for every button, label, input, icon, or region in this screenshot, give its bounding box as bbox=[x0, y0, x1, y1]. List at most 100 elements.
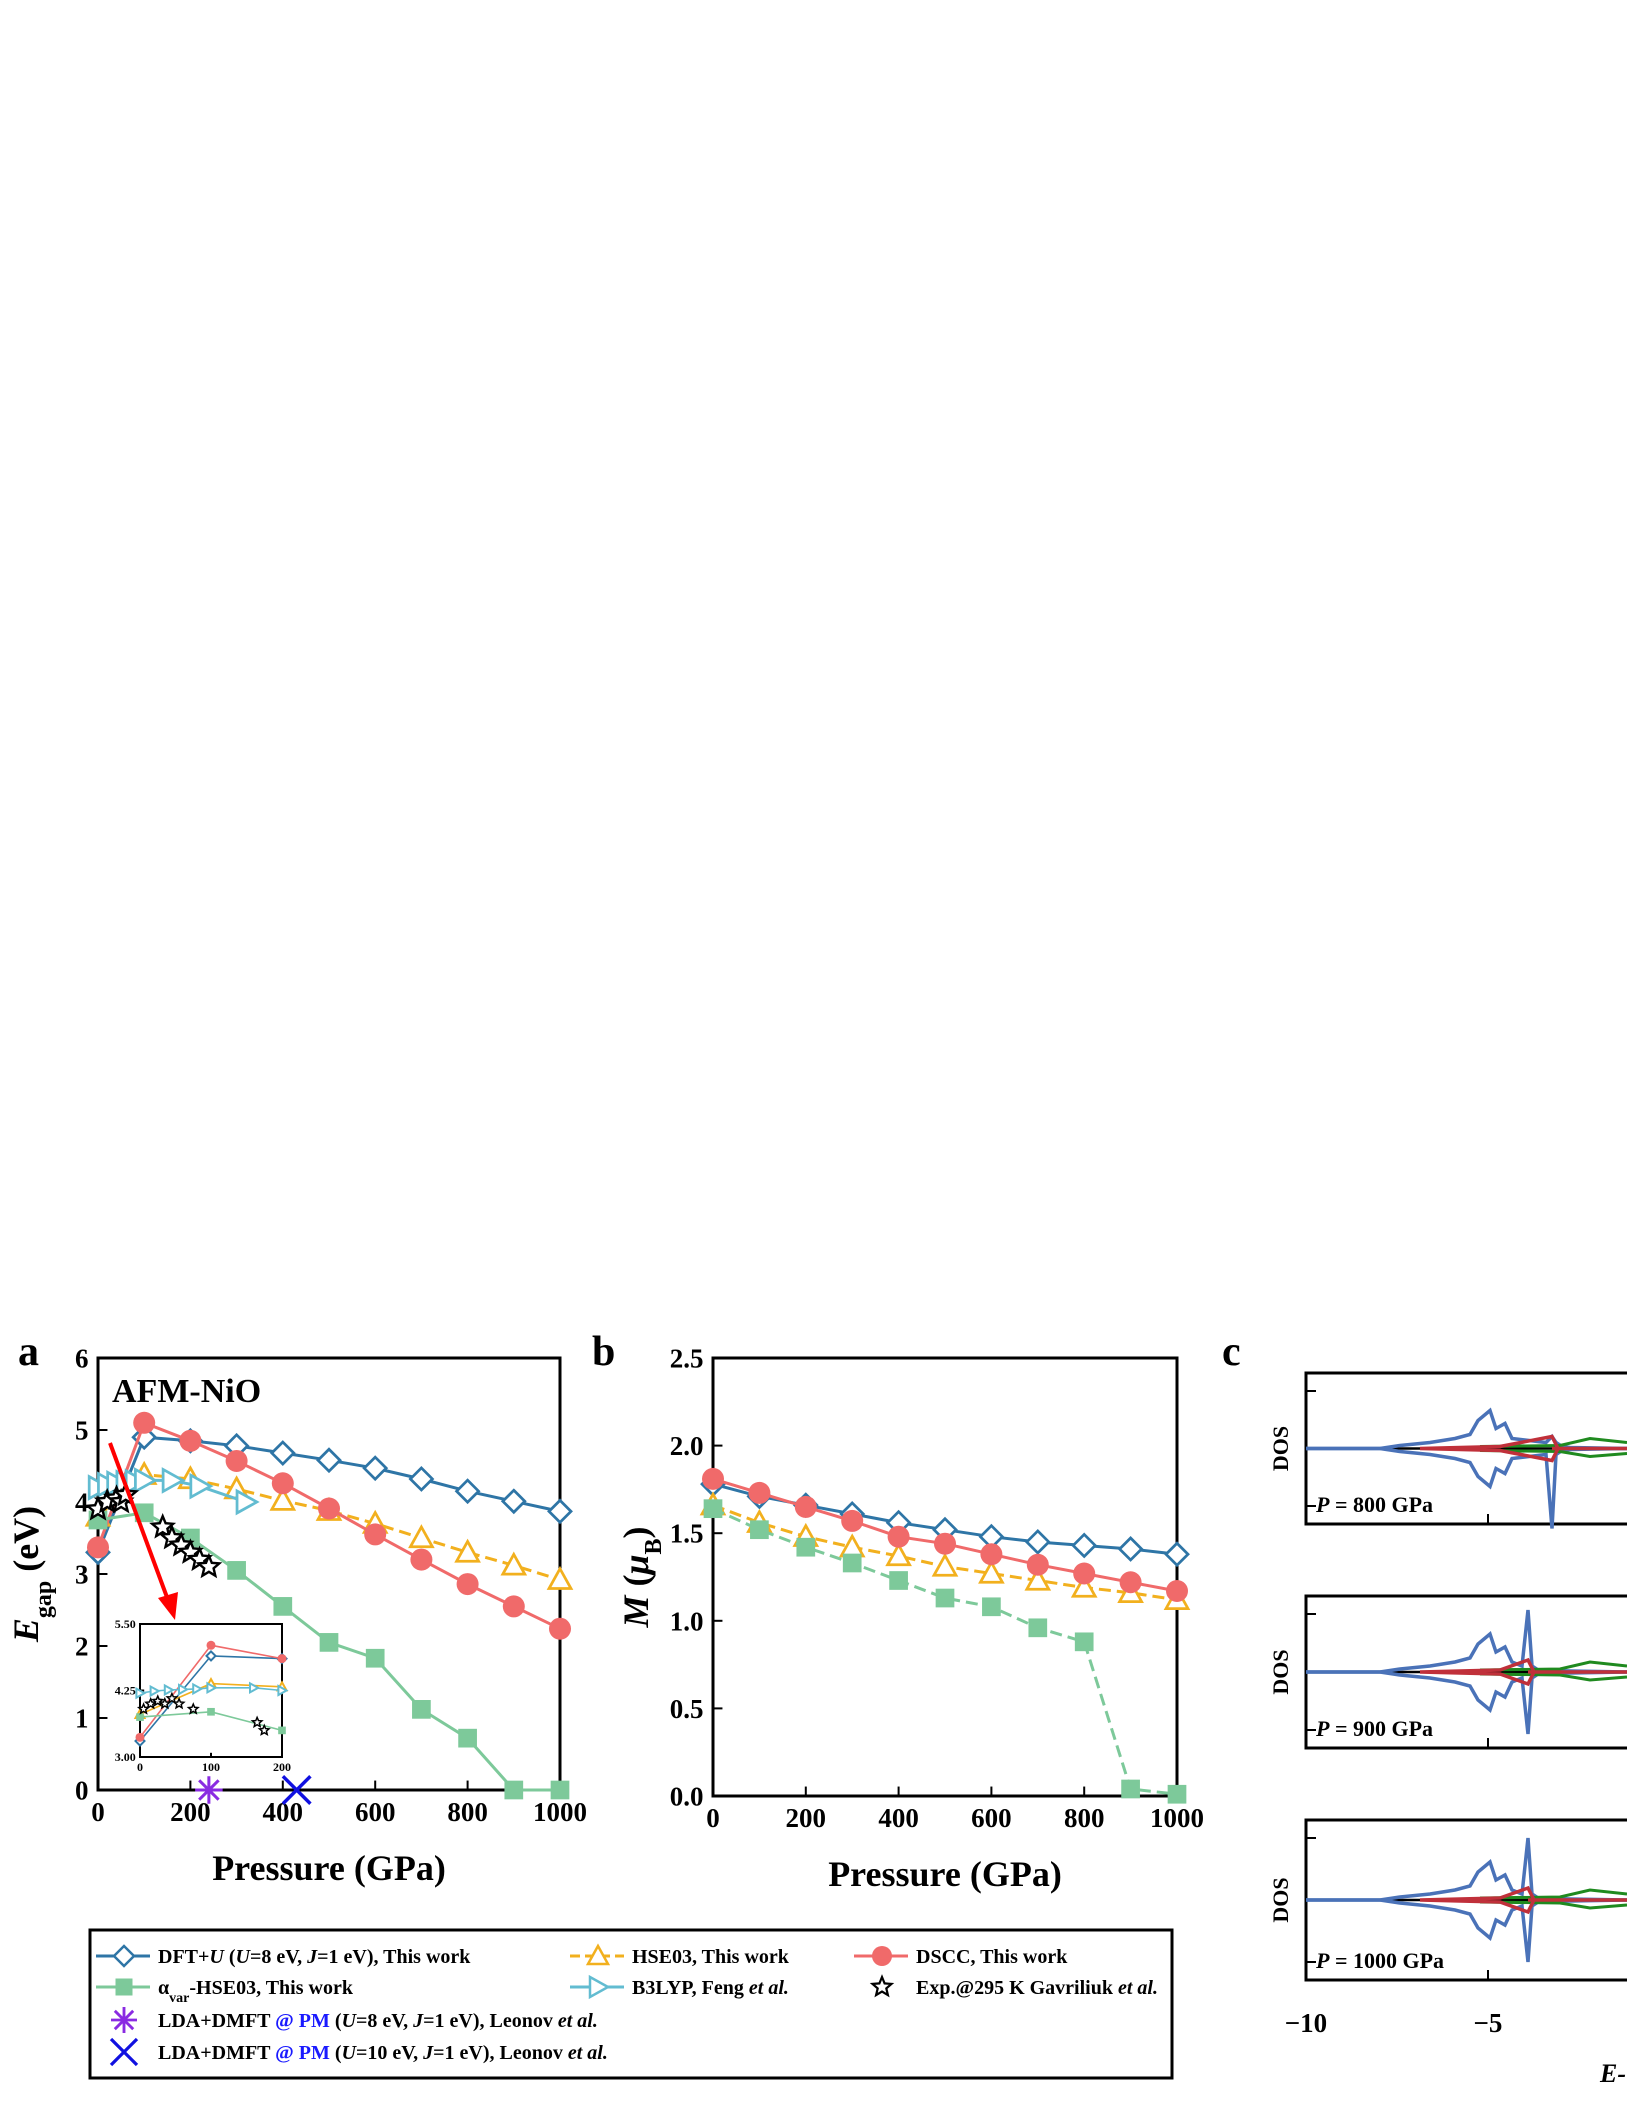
dos-red-curve bbox=[1419, 1657, 1627, 1687]
b-xtick-label: 600 bbox=[971, 1803, 1012, 1833]
b-xtick-label: 800 bbox=[1064, 1803, 1105, 1833]
inset-point bbox=[277, 1654, 287, 1664]
inset-star-point bbox=[172, 1696, 186, 1710]
inset-arrow-head bbox=[158, 1592, 178, 1620]
a-point bbox=[546, 1565, 574, 1590]
dos-subplot-2: DOS P = 1000 GPa bbox=[1268, 1818, 1627, 1982]
dos-spin-down-curve bbox=[1306, 1446, 1627, 1529]
b-point bbox=[1070, 1573, 1098, 1598]
b-point bbox=[1164, 1541, 1190, 1568]
inset-point bbox=[277, 1684, 289, 1697]
inset-plot: 0 100 200 3.00 4.25 5.50 bbox=[108, 1442, 291, 1774]
b-point bbox=[889, 1571, 908, 1590]
a-ytick-label: 0 bbox=[75, 1775, 89, 1805]
panel-label-b: b bbox=[592, 1329, 615, 1375]
legend-label: B3LYP, Feng et al. bbox=[632, 1977, 789, 1999]
dos-pressure-label: P = 1000 GPa bbox=[1315, 1948, 1444, 1973]
dos-x-axis-label: E- bbox=[1599, 2059, 1626, 2088]
a-xtick-label: 600 bbox=[355, 1797, 396, 1827]
inset-point bbox=[135, 1686, 147, 1700]
dos-spin-down-curve bbox=[1306, 1670, 1627, 1735]
a-point bbox=[454, 1538, 481, 1563]
a-series-0 bbox=[85, 1424, 573, 1566]
a-point bbox=[271, 1472, 294, 1495]
a-series-7 bbox=[281, 1775, 312, 1805]
a-ytick-label: 3 bbox=[75, 1559, 89, 1589]
a-point bbox=[318, 1497, 340, 1520]
legend-marker bbox=[872, 1946, 892, 1966]
inset-point bbox=[207, 1707, 215, 1716]
inset-point bbox=[249, 1681, 261, 1695]
a-point bbox=[547, 1498, 573, 1525]
b-xtick-label: 0 bbox=[706, 1803, 720, 1833]
b-point bbox=[1167, 1784, 1187, 1804]
inset-star-point bbox=[186, 1702, 200, 1715]
a-point bbox=[362, 1455, 389, 1482]
legend-label: DSCC, This work bbox=[916, 1946, 1068, 1968]
b-point bbox=[703, 1499, 723, 1519]
inset-xtick-label: 100 bbox=[202, 1760, 220, 1774]
b-xtick-label: 200 bbox=[786, 1803, 827, 1833]
b-xtick-label: 1000 bbox=[1150, 1803, 1204, 1833]
b-xtick-label: 400 bbox=[878, 1803, 919, 1833]
a-point bbox=[364, 1523, 387, 1546]
b-point bbox=[1117, 1536, 1144, 1562]
a-point bbox=[500, 1488, 527, 1515]
a-point bbox=[408, 1524, 435, 1549]
inset-point bbox=[149, 1684, 161, 1698]
a-series-2 bbox=[87, 1411, 571, 1640]
legend-marker bbox=[585, 1943, 611, 1966]
a-point bbox=[87, 1536, 109, 1559]
a-ytick-label: 6 bbox=[75, 1343, 89, 1373]
legend-item: αvar-HSE03, This work bbox=[96, 1977, 354, 2006]
inset-star-point bbox=[257, 1723, 271, 1736]
inset-point bbox=[206, 1640, 216, 1650]
dos-red-curve bbox=[1419, 1885, 1627, 1915]
inset-point bbox=[192, 1682, 204, 1696]
legend-label: Exp.@295 K Gavriliuk et al. bbox=[916, 1977, 1158, 1999]
dos-green-curve bbox=[1479, 1660, 1627, 1682]
dos-spin-up-curve bbox=[1306, 1609, 1627, 1674]
b-point bbox=[702, 1467, 724, 1490]
b-point bbox=[1073, 1562, 1096, 1585]
legend-item: B3LYP, Feng et al. bbox=[570, 1974, 789, 2000]
b-point bbox=[982, 1597, 1001, 1617]
b-point bbox=[887, 1525, 910, 1548]
dos-pressure-label: P = 900 GPa bbox=[1315, 1716, 1433, 1741]
inset-arrow bbox=[108, 1442, 170, 1601]
a-ytick-label: 1 bbox=[75, 1703, 89, 1733]
a-series-6 bbox=[195, 1776, 223, 1804]
a-point bbox=[456, 1573, 479, 1596]
dos-y-label: DOS bbox=[1268, 1649, 1293, 1694]
b-point bbox=[978, 1559, 1005, 1584]
b-series-line bbox=[712, 1507, 1178, 1796]
b-point bbox=[1026, 1553, 1049, 1576]
a-point bbox=[195, 1776, 223, 1804]
b-point bbox=[796, 1537, 816, 1557]
inset-star-point bbox=[144, 1696, 158, 1710]
inset-ytick-label: 3.00 bbox=[115, 1750, 136, 1764]
b-series-3 bbox=[703, 1499, 1187, 1804]
a-point bbox=[189, 1472, 214, 1500]
b-point bbox=[1074, 1632, 1094, 1652]
inset-ytick-label: 5.50 bbox=[115, 1617, 136, 1631]
legend-marker bbox=[111, 2007, 137, 2033]
legend-item: LDA+DMFT @ PM (U=10 eV, J=1 eV), Leonov … bbox=[109, 2037, 608, 2067]
dos-subplot-0: DOS P = 800 GPa bbox=[1268, 1371, 1627, 1529]
b-point bbox=[1028, 1618, 1048, 1638]
dos-pressure-label: P = 800 GPa bbox=[1315, 1492, 1433, 1517]
a-point bbox=[458, 1728, 477, 1748]
b-point bbox=[885, 1542, 912, 1567]
dos-green-curve bbox=[1479, 1436, 1627, 1459]
b-point bbox=[748, 1481, 771, 1504]
panel-label-a: a bbox=[18, 1329, 39, 1375]
a-xtick-label: 200 bbox=[170, 1797, 211, 1827]
legend-item: Exp.@295 K Gavriliuk et al. bbox=[869, 1974, 1158, 1999]
a-point bbox=[504, 1780, 524, 1800]
y-axis-label-b-main: M bbox=[616, 1594, 656, 1629]
inset-star-point bbox=[165, 1691, 179, 1705]
a-point bbox=[273, 1597, 293, 1616]
b-ytick-label: 0.0 bbox=[670, 1781, 704, 1811]
b-point bbox=[794, 1495, 817, 1518]
a-ytick-label: 5 bbox=[75, 1415, 89, 1445]
